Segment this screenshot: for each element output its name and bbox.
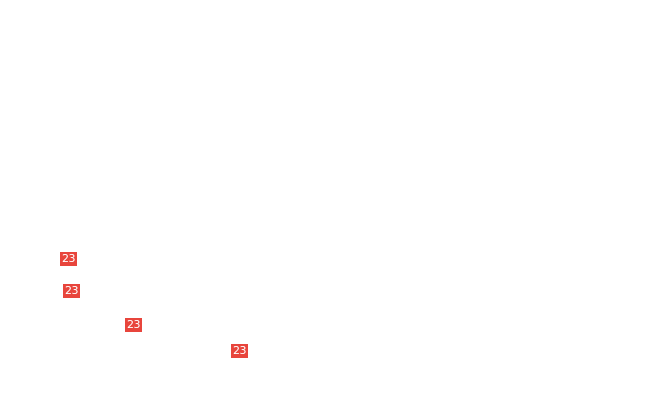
count-badge[interactable]: 23 (60, 252, 77, 266)
count-badge[interactable]: 23 (63, 284, 80, 298)
count-badge[interactable]: 23 (125, 318, 142, 332)
count-badge[interactable]: 23 (231, 344, 248, 358)
